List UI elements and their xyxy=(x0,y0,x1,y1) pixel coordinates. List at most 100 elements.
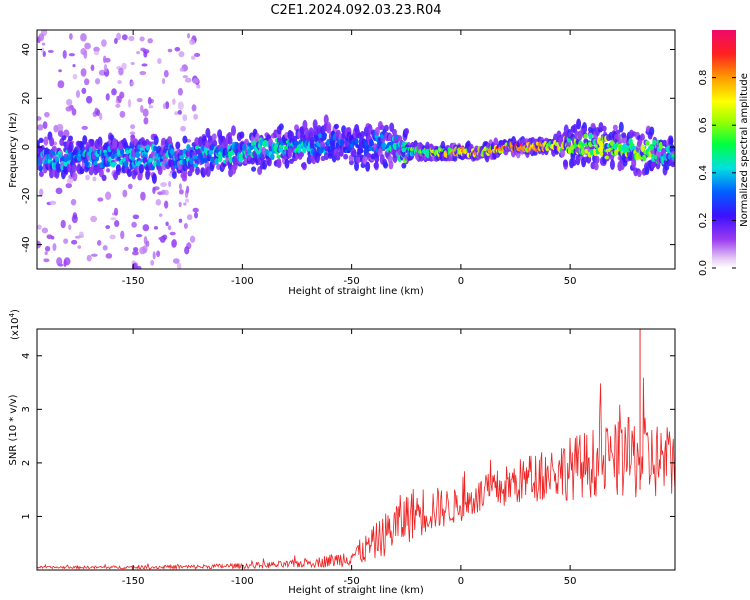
spectral-cell xyxy=(138,164,144,174)
spectral-speckle xyxy=(158,236,164,241)
spectral-speckle xyxy=(98,69,106,76)
spectral-speckle xyxy=(124,246,129,251)
colorbar-tick-label: 0.4 xyxy=(698,165,709,181)
spectral-cell xyxy=(649,143,654,151)
spectral-cell xyxy=(615,129,621,135)
spectral-cell xyxy=(278,123,284,131)
spectral-speckle xyxy=(168,180,172,188)
spectral-speckle xyxy=(184,198,190,203)
spectral-speckle xyxy=(41,42,46,46)
spectral-speckle xyxy=(128,35,135,42)
spectral-speckle xyxy=(121,34,128,41)
spectral-cell xyxy=(123,160,129,168)
spectral-speckle xyxy=(129,131,136,135)
spectral-speckle xyxy=(44,251,48,256)
spectral-speckle xyxy=(114,37,118,44)
spectral-speckle xyxy=(49,200,57,206)
spectral-cell xyxy=(63,163,69,175)
spectral-cell xyxy=(181,175,187,182)
spectral-cell xyxy=(193,154,199,160)
spectral-cell xyxy=(609,159,615,171)
spectral-cell xyxy=(326,121,332,132)
spectral-cell xyxy=(270,153,275,161)
spectral-cell xyxy=(67,135,73,142)
spectral-cell xyxy=(365,152,371,158)
spectral-speckle xyxy=(191,104,197,112)
spectral-cell xyxy=(82,135,88,145)
x-tick-label: -150 xyxy=(122,576,145,587)
spectral-speckle xyxy=(86,254,92,262)
spectral-cell xyxy=(369,138,374,146)
spectral-cell xyxy=(374,152,380,164)
spectral-speckle xyxy=(102,244,108,251)
spectral-speckle xyxy=(71,108,77,116)
spectral-cell xyxy=(670,161,675,168)
spectral-cell xyxy=(401,162,407,169)
spectral-speckle xyxy=(116,32,122,41)
spectral-speckle xyxy=(44,245,51,252)
spectral-cell xyxy=(276,160,282,169)
spectral-speckle xyxy=(41,227,49,234)
spectral-cell xyxy=(157,165,163,176)
spectral-speckle xyxy=(70,198,77,206)
spectral-speckle xyxy=(186,185,190,194)
spectral-speckle xyxy=(42,121,48,130)
spectral-cell xyxy=(359,148,364,154)
spectral-speckle xyxy=(127,99,132,108)
spectral-cell xyxy=(76,155,82,162)
spectral-cell xyxy=(581,142,586,147)
y-tick-label: 4 xyxy=(21,353,32,359)
spectral-speckle xyxy=(180,125,186,132)
spectral-cell xyxy=(594,155,600,164)
x-tick-label: -100 xyxy=(231,276,254,287)
spectral-speckle xyxy=(141,63,148,67)
spectral-speckle xyxy=(110,217,117,221)
spectral-speckle xyxy=(63,257,71,266)
figure-title: C2E1.2024.092.03.23.R04 xyxy=(270,3,441,18)
spectral-cell xyxy=(145,169,151,180)
spectral-cell xyxy=(299,151,305,158)
spectral-cell xyxy=(38,137,44,144)
spectral-cell xyxy=(373,162,379,169)
spectral-cell xyxy=(580,148,586,156)
spectrogram-panel: -150 -100 -50 0 50 -40 -20 0 20 40 Height of stra… xyxy=(8,29,676,297)
spectral-speckle xyxy=(80,68,87,77)
spectrogram-frame xyxy=(36,29,676,270)
spectral-cell xyxy=(246,149,252,154)
spectral-speckle xyxy=(72,64,76,68)
spectral-cell xyxy=(170,148,175,156)
spectral-cell xyxy=(425,141,431,152)
snr-background xyxy=(37,329,675,570)
spectral-cell xyxy=(249,145,254,151)
spectral-cell xyxy=(38,170,44,178)
x-tick-label: 0 xyxy=(458,276,464,287)
spectral-speckle xyxy=(145,240,150,247)
spectral-speckle xyxy=(131,221,137,228)
spectral-cell xyxy=(364,141,369,147)
spectrogram-ticks: -150 -100 -50 0 50 -40 -20 0 20 40 xyxy=(21,30,675,287)
spectral-cell xyxy=(493,137,499,148)
spectral-speckle xyxy=(57,80,65,89)
spectral-speckle xyxy=(92,176,97,182)
snr-scale-label: (x104) xyxy=(8,309,21,340)
spectral-speckle xyxy=(72,212,78,219)
spectral-cell xyxy=(601,125,607,132)
spectral-speckle xyxy=(65,106,73,112)
spectral-cell xyxy=(642,154,647,162)
spectral-speckle xyxy=(139,246,146,255)
spectral-speckle xyxy=(162,103,167,110)
spectral-cell xyxy=(43,136,49,146)
spectral-speckle xyxy=(97,197,104,202)
spectral-speckle xyxy=(143,51,148,58)
spectral-speckle xyxy=(60,219,66,229)
spectral-cell xyxy=(276,154,281,159)
spectral-speckle xyxy=(152,251,156,260)
spectral-speckle xyxy=(132,250,139,256)
spectral-speckle xyxy=(79,231,84,238)
spectral-speckle xyxy=(182,75,189,79)
spectral-cell xyxy=(374,127,380,137)
spectral-speckle xyxy=(96,240,102,246)
spectral-speckle xyxy=(72,73,78,80)
spectral-cell xyxy=(562,159,568,167)
spectral-cell xyxy=(115,164,121,176)
